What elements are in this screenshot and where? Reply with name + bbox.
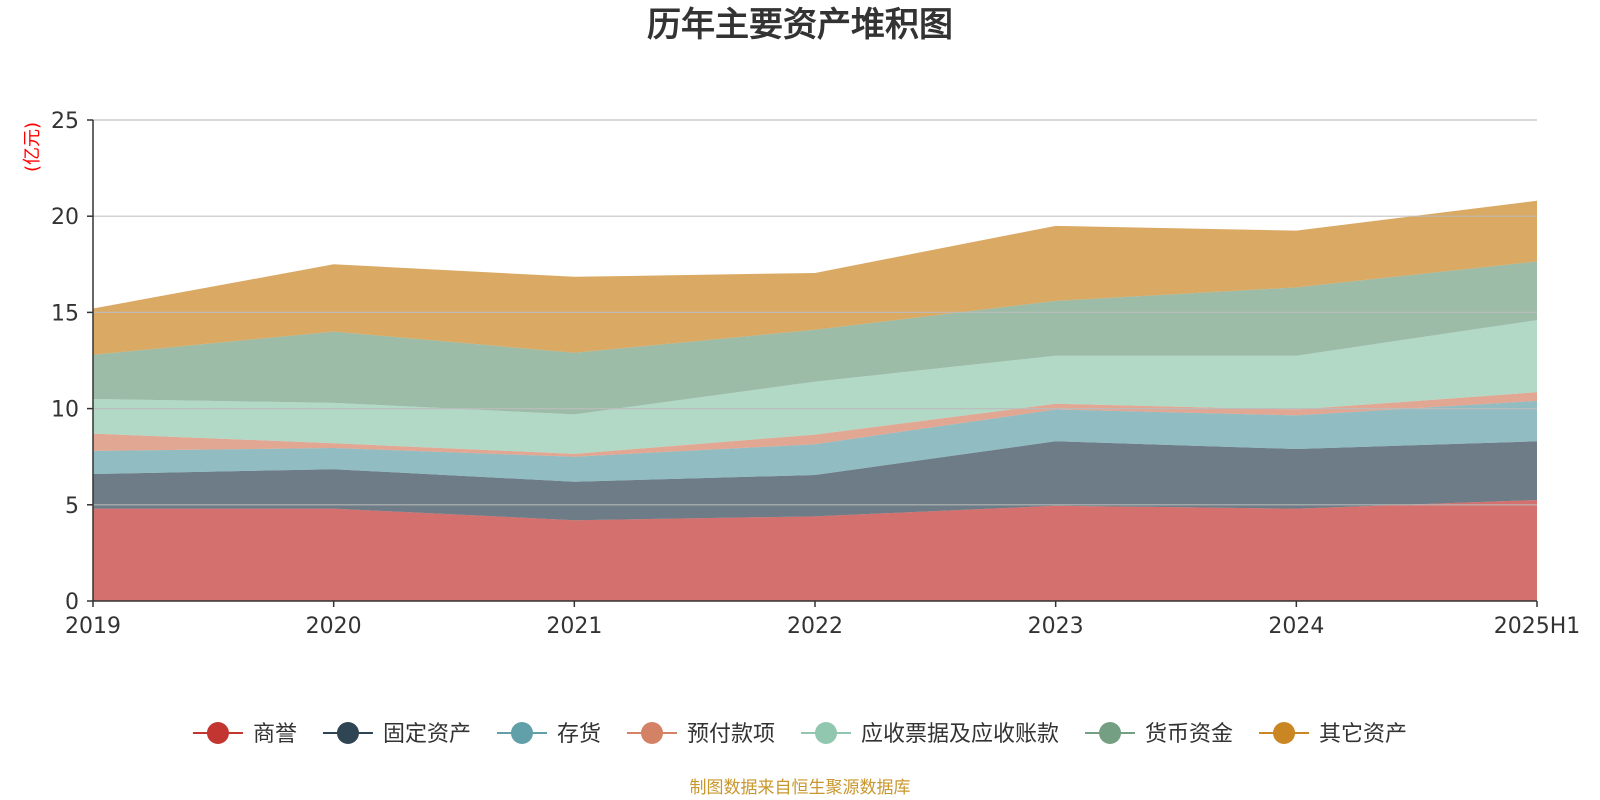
legend-marker [1099,722,1122,744]
legend-marker [815,722,838,744]
y-tick-label: 10 [51,398,79,423]
area-series-6 [93,200,1537,355]
axes: 0 5 10 15 20 25 2019 2020 2021 2022 2023 2024 2025H1 [51,109,1580,639]
legend-item-1[interactable]: 固定资产 [322,722,471,747]
legend-marker [510,722,533,744]
legend-label: 商誉 [253,722,297,747]
grid-lines [93,119,1537,506]
x-tick-label: 2023 [1028,614,1084,639]
y-tick-label: 25 [51,109,79,134]
legend-marker [206,722,229,744]
x-tick-label: 2024 [1268,614,1324,639]
area-series-4 [93,320,1537,454]
legend-item-2[interactable]: 存货 [496,722,601,747]
legend-label: 应收票据及应收账款 [861,722,1059,747]
y-tick-label: 15 [51,301,79,326]
area-series-group [93,200,1537,601]
area-series-2 [93,400,1537,482]
y-axis-unit-label: (亿元) [22,122,43,172]
source-note: 制图数据来自恒生聚源数据库 [690,778,911,798]
legend-item-4[interactable]: 应收票据及应收账款 [801,722,1059,747]
area-series-1 [93,441,1537,521]
legend-item-3[interactable]: 预付款项 [626,722,775,747]
x-tick-label: 2022 [787,614,843,639]
legend-item-5[interactable]: 货币资金 [1085,722,1233,747]
area-series-5 [93,261,1537,415]
legend-label: 预付款项 [687,722,775,747]
x-tick-label: 2019 [65,614,121,639]
x-tick-label: 2025H1 [1494,614,1581,639]
y-tick-label: 0 [65,590,79,615]
legend-item-0[interactable]: 商誉 [192,722,297,747]
area-series-0 [93,499,1537,601]
legend[interactable]: 商誉 固定资产 存货 预付款项 应收票据及应收账款 货币资金 其它资产 [192,722,1407,747]
x-tick-label: 2021 [546,614,602,639]
chart-title: 历年主要资产堆积图 [647,5,953,45]
legend-item-6[interactable]: 其它资产 [1259,722,1407,747]
legend-label: 货币资金 [1145,722,1233,747]
legend-label: 其它资产 [1319,722,1407,747]
y-tick-label: 20 [51,205,79,230]
y-tick-label: 5 [65,494,79,519]
legend-label: 存货 [557,722,601,747]
legend-marker [640,722,663,744]
legend-marker [1273,722,1296,744]
x-tick-label: 2020 [306,614,362,639]
legend-marker [336,722,359,744]
legend-label: 固定资产 [383,722,471,747]
